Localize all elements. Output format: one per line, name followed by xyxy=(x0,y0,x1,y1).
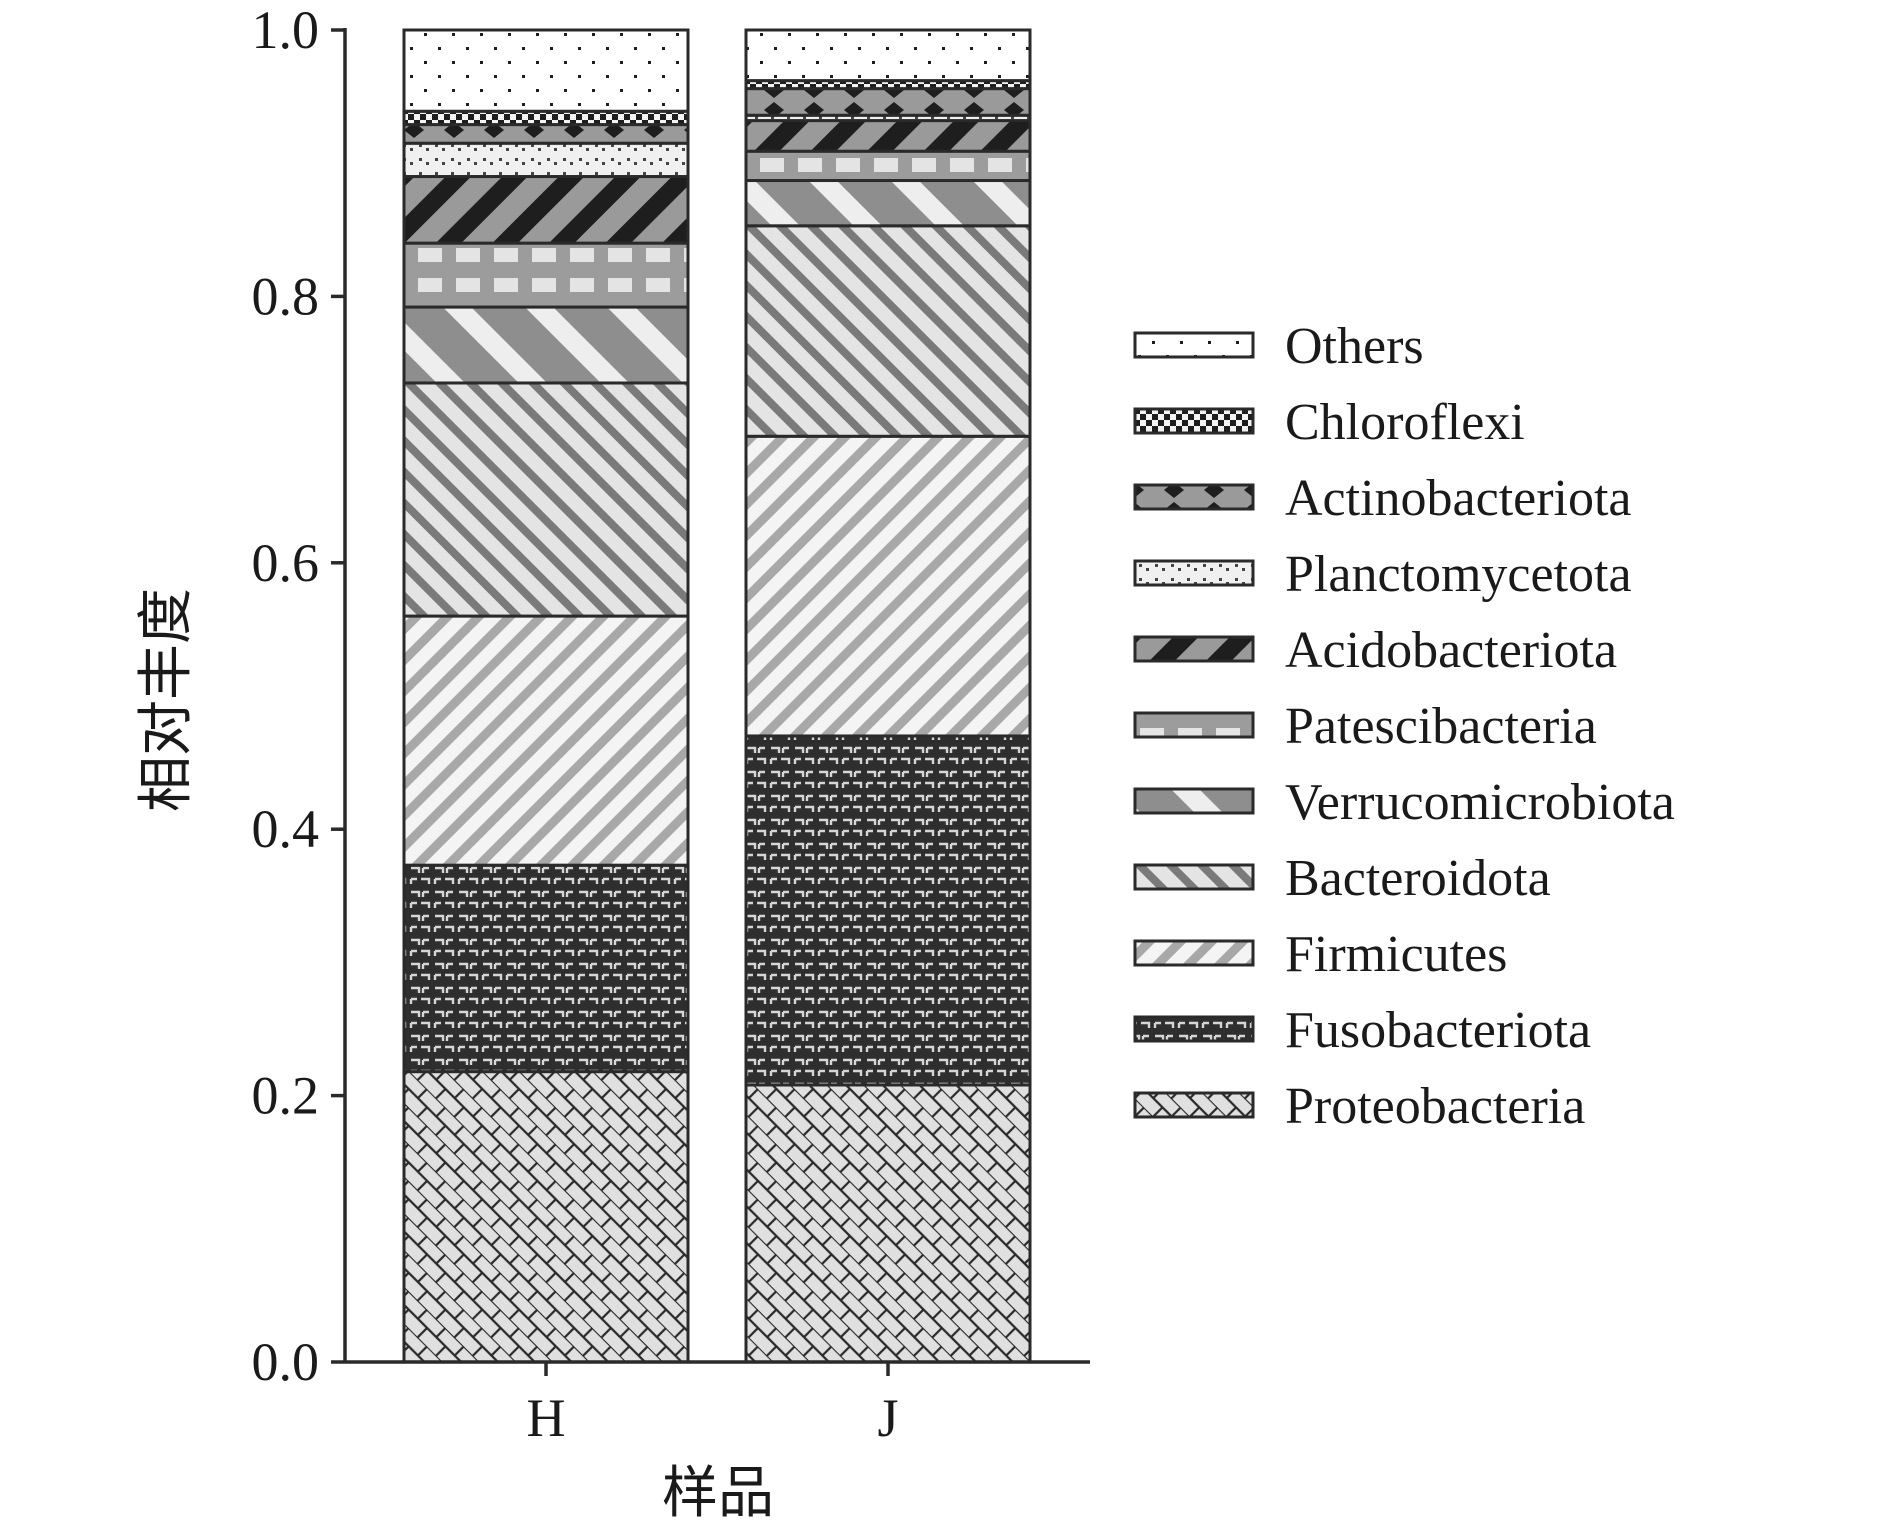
bar-segment-J-actinobacteriota xyxy=(744,87,1032,117)
bar-segment-H-fusobacteriota xyxy=(402,863,690,1074)
bar-segment-J-others xyxy=(744,28,1032,83)
legend: Others Chloroflexi Actinobacteriota Plancto… xyxy=(1133,318,1675,1135)
legend-swatch-dark-maze-icon xyxy=(1133,1015,1255,1043)
legend-label: Others xyxy=(1285,318,1424,375)
bar-segment-J-firmicutes xyxy=(744,434,1032,738)
legend-label: Actinobacteriota xyxy=(1285,470,1632,527)
legend-item-verrucomicrobiota: Verrucomicrobiota xyxy=(1133,774,1675,831)
y-tick-label: 1.0 xyxy=(252,0,320,60)
legend-label: Bacteroidota xyxy=(1285,850,1551,907)
legend-swatch-dark-wide-stripe-icon xyxy=(1133,635,1255,663)
legend-item-fusobacteriota: Fusobacteriota xyxy=(1133,1002,1591,1059)
legend-label: Planctomycetota xyxy=(1285,546,1632,603)
bar-segment-J-verrucomicrobiota xyxy=(744,179,1032,228)
legend-swatch-checker-icon xyxy=(1133,407,1255,435)
legend-label: Verrucomicrobiota xyxy=(1285,774,1675,831)
bar-stacks xyxy=(402,28,1032,1364)
x-axis-title: 样品 xyxy=(662,1463,774,1525)
legend-item-proteobacteria: Proteobacteria xyxy=(1133,1078,1585,1135)
y-tick-label: 0.4 xyxy=(252,799,320,859)
bar-segment-H-patescibacteria xyxy=(402,241,690,309)
legend-label: Acidobacteriota xyxy=(1285,622,1617,679)
bar-segment-J-fusobacteriota xyxy=(744,734,1032,1087)
bar-segment-H-others xyxy=(402,28,690,113)
y-tick-label: 0.2 xyxy=(252,1066,320,1126)
y-tick-label: 0.8 xyxy=(252,266,320,326)
legend-swatch-gray-wide-stripe-icon xyxy=(1133,787,1255,815)
bar-segment-J-bacteroidota xyxy=(744,224,1032,438)
axes: 0.0 0.2 0.4 0.6 0.8 1.0 H J 样品 相对丰度 xyxy=(136,0,1090,1525)
y-tick-label: 0.6 xyxy=(252,533,320,593)
bar-stack-H xyxy=(402,28,690,1364)
legend-label: Proteobacteria xyxy=(1285,1078,1585,1135)
legend-item-chloroflexi: Chloroflexi xyxy=(1133,394,1525,451)
bar-stack-J xyxy=(744,28,1032,1364)
bar-segment-H-planctomycetota xyxy=(402,141,690,179)
legend-item-bacteroidota: Bacteroidota xyxy=(1133,850,1551,907)
legend-swatch-light-diagonal-stripe-icon xyxy=(1133,939,1255,967)
legend-item-acidobacteriota: Acidobacteriota xyxy=(1133,622,1617,679)
bar-segment-H-firmicutes xyxy=(402,614,690,867)
legend-item-planctomycetota: Planctomycetota xyxy=(1133,546,1632,603)
bar-segment-H-verrucomicrobiota xyxy=(402,305,690,385)
legend-swatch-brick-icon xyxy=(1133,1091,1255,1119)
bar-segment-H-actinobacteriota xyxy=(402,123,690,145)
bar-segment-H-proteobacteria xyxy=(402,1070,690,1364)
legend-item-others: Others xyxy=(1133,318,1424,375)
bar-segment-H-bacteroidota xyxy=(402,381,690,618)
legend-label: Fusobacteriota xyxy=(1285,1002,1591,1059)
legend-swatch-back-diagonal-stripe-icon xyxy=(1133,863,1255,891)
legend-item-firmicutes: Firmicutes xyxy=(1133,926,1507,983)
y-axis-title: 相对丰度 xyxy=(136,588,198,812)
legend-label: Patescibacteria xyxy=(1285,698,1597,755)
bar-segment-J-proteobacteria xyxy=(744,1083,1032,1364)
bar-segment-H-acidobacteriota xyxy=(402,175,690,245)
legend-swatch-sparse-dot-icon xyxy=(1133,331,1255,359)
legend-item-actinobacteriota: Actinobacteriota xyxy=(1133,470,1632,527)
legend-swatch-diamond-chain-icon xyxy=(1133,483,1255,511)
bar-segment-J-patescibacteria xyxy=(744,149,1032,183)
legend-item-patescibacteria: Patescibacteria xyxy=(1133,698,1597,755)
y-tick-label: 0.0 xyxy=(252,1332,320,1392)
legend-label: Chloroflexi xyxy=(1285,394,1525,451)
x-tick-label-H: H xyxy=(527,1388,566,1448)
x-tick-label-J: J xyxy=(877,1388,898,1448)
legend-label: Firmicutes xyxy=(1285,926,1507,983)
legend-swatch-light-dot-icon xyxy=(1133,559,1255,587)
bar-segment-H-chloroflexi xyxy=(402,109,690,127)
bar-segment-J-acidobacteriota xyxy=(744,119,1032,153)
legend-swatch-gray-grid-icon xyxy=(1133,711,1255,739)
